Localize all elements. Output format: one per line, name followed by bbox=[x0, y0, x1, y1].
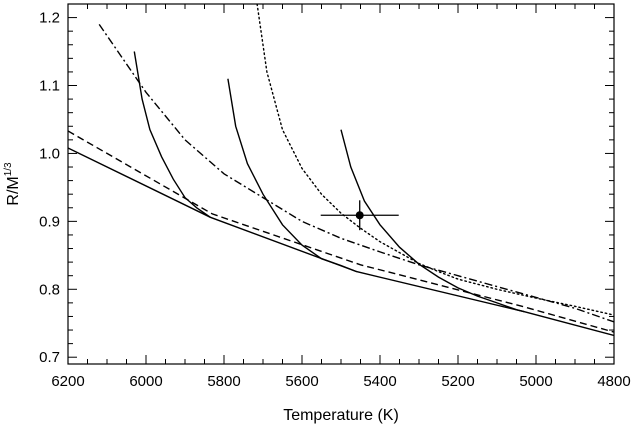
series-line-3-dashdot bbox=[98, 24, 614, 323]
x-tick-label: 5200 bbox=[441, 373, 474, 390]
x-tick-label: 6000 bbox=[129, 373, 162, 390]
x-tick-label: 5600 bbox=[285, 373, 318, 390]
series-line-2-dashed bbox=[68, 130, 614, 333]
data-point bbox=[355, 211, 364, 220]
y-axis-label-sup: 1/3 bbox=[3, 162, 14, 176]
y-tick-label: 0.9 bbox=[39, 213, 60, 230]
data-point-layer bbox=[320, 200, 399, 231]
tick-layer: 6200 6000 5800 5600 5400 5200 5000 4800 0.7 0.8 0.… bbox=[39, 3, 631, 390]
y-axis-label: R/M1/3 bbox=[3, 162, 22, 206]
y-tick-label: 0.7 bbox=[39, 349, 60, 366]
series-line-4-dotted bbox=[256, 4, 614, 316]
y-tick-label: 0.8 bbox=[39, 281, 60, 298]
x-tick-label: 5400 bbox=[363, 373, 396, 390]
series-line-7-solid bbox=[340, 129, 525, 313]
x-axis-label: Temperature (K) bbox=[283, 407, 399, 424]
x-tick-label: 6200 bbox=[51, 373, 84, 390]
y-axis-label-main: R/M bbox=[5, 176, 22, 205]
series-layer bbox=[68, 4, 614, 337]
y-tick-label: 1.0 bbox=[39, 145, 60, 162]
x-tick-label: 4800 bbox=[597, 373, 630, 390]
y-tick-label: 1.2 bbox=[39, 10, 60, 27]
x-tick-label: 5800 bbox=[207, 373, 240, 390]
series-line-6-solid bbox=[227, 78, 357, 273]
y-tick-label: 1.1 bbox=[39, 78, 60, 95]
series-line-1-solid bbox=[68, 147, 614, 337]
x-tick-label: 5000 bbox=[519, 373, 552, 390]
plot-frame bbox=[67, 3, 615, 365]
series-line-5-solid bbox=[133, 51, 211, 218]
